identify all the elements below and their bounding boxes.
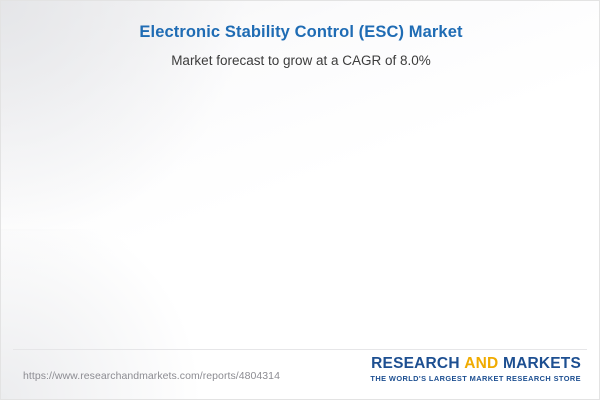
logo-word-markets: MARKETS xyxy=(502,355,581,372)
source-url[interactable]: https://www.researchandmarkets.com/repor… xyxy=(23,370,280,382)
logo-word-research: RESEARCH xyxy=(371,355,460,372)
research-and-markets-logo[interactable]: RESEARCH AND MARKETS THE WORLD'S LARGEST… xyxy=(370,355,581,384)
logo-tagline: THE WORLD'S LARGEST MARKET RESEARCH STOR… xyxy=(370,374,581,384)
logo-wordmark: RESEARCH AND MARKETS xyxy=(370,355,581,372)
chart-title: Electronic Stability Control (ESC) Marke… xyxy=(139,23,463,41)
chart-subtitle: Market forecast to grow at a CAGR of 8.0… xyxy=(171,53,431,68)
footer-divider xyxy=(13,349,587,350)
logo-word-and: AND xyxy=(464,355,499,372)
